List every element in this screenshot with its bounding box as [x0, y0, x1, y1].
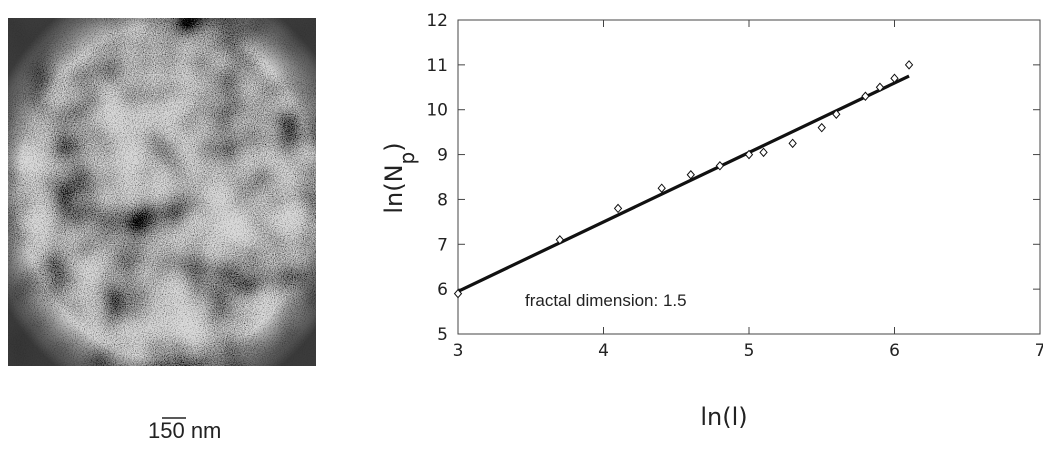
scale-label: 150 nm: [148, 418, 221, 443]
x-tick-label: 6: [889, 341, 900, 361]
data-point: [615, 204, 622, 212]
page: 150 nm 3 4 5 6 7 5 6 7 8 9 10 11 12 ln(l) ln(Np) fracta…: [0, 0, 1043, 448]
y-tick-label: 12: [426, 11, 448, 31]
data-point: [658, 184, 665, 192]
y-axis-label: ln(Np): [380, 142, 419, 213]
y-tick-label: 9: [437, 146, 448, 166]
x-tick-label: 3: [453, 341, 464, 361]
y-tick-label: 10: [426, 101, 448, 121]
y-axis-label-part: p: [395, 152, 419, 165]
annotation: fractal dimension: 1.5: [525, 291, 687, 310]
y-tick-label: 5: [437, 325, 448, 345]
data-point: [906, 61, 913, 69]
chart: 3 4 5 6 7 5 6 7 8 9 10 11 12 ln(l) ln(Np) fractal dimen…: [380, 11, 1043, 431]
data-point: [789, 139, 796, 147]
plot-frame: [458, 20, 1040, 334]
y-axis-label-part: ln(N: [380, 164, 408, 213]
data-point: [818, 124, 825, 132]
micrograph: [8, 18, 316, 366]
y-tick-label: 6: [437, 280, 448, 300]
y-tick-label: 7: [437, 235, 448, 255]
y-tick-label: 8: [437, 190, 448, 210]
x-tick-label: 4: [598, 341, 609, 361]
fit-line: [458, 76, 909, 291]
data-point: [760, 148, 767, 156]
y-tick-label: 11: [426, 56, 448, 76]
x-tick-label: 5: [744, 341, 755, 361]
x-tick-label: 7: [1035, 341, 1043, 361]
y-axis-label-part: ): [380, 142, 408, 151]
x-axis-label: ln(l): [700, 403, 747, 431]
